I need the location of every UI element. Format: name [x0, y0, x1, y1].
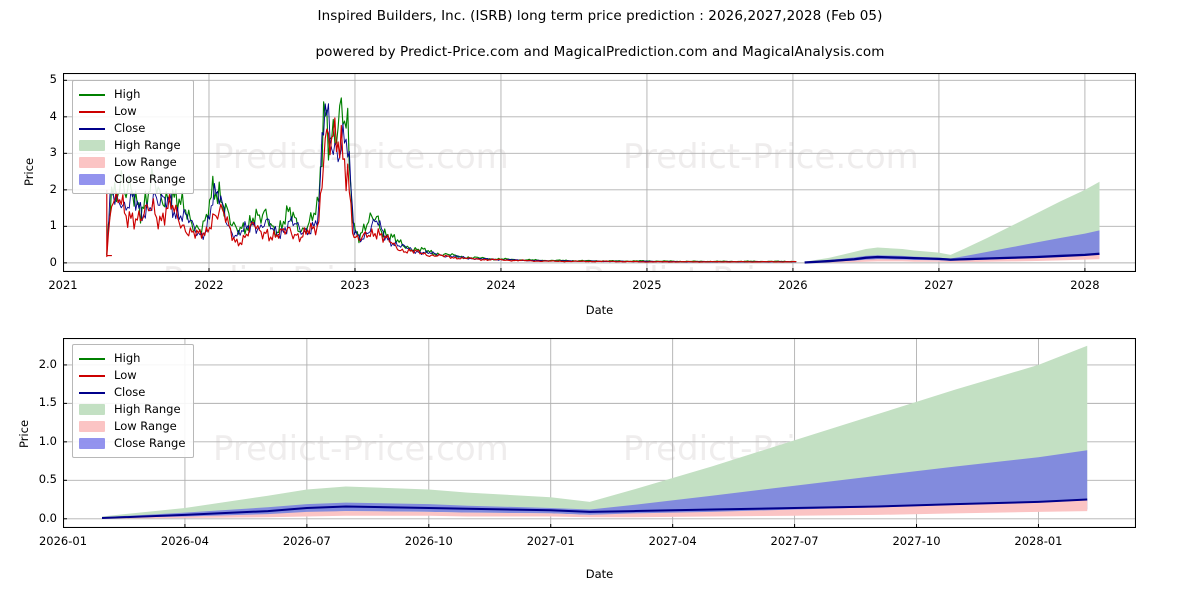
- legend-patch-swatch-icon: [79, 438, 105, 449]
- top-chart-legend: High Low Close High Range Low Range Close Ran…: [72, 80, 195, 194]
- legend-label: High Range: [114, 137, 181, 152]
- x-tick-label: 2028-01: [1014, 534, 1063, 548]
- legend-patch-swatch-icon: [79, 174, 105, 185]
- bottom-legend-item-low: Low: [79, 367, 185, 384]
- high-range-band: [804, 181, 1100, 263]
- top-legend-item-close: Close: [79, 120, 185, 137]
- legend-label: Close: [114, 384, 146, 399]
- y-tick-label: 0.0: [38, 510, 57, 525]
- legend-label: High: [114, 350, 141, 365]
- legend-label: Low: [114, 367, 137, 382]
- x-tick-label: 2028: [1070, 278, 1100, 292]
- top-legend-item-close-range: Close Range: [79, 171, 185, 188]
- legend-label: Low: [114, 103, 137, 118]
- x-tick-label: 2027-04: [648, 534, 697, 548]
- plot-frame: [63, 73, 1136, 272]
- high-range-band: [102, 345, 1088, 519]
- x-tick-label: 2024: [486, 278, 516, 292]
- y-tick-label: 0.5: [38, 472, 57, 487]
- y-tick-label: 2: [49, 181, 57, 196]
- watermark-text: Predict-Price.com: [163, 260, 459, 272]
- y-tick-label: 2.0: [38, 356, 57, 371]
- x-tick-label: 2026-07: [282, 534, 331, 548]
- y-tick-label: 4: [49, 108, 57, 123]
- x-tick-label: 2026: [778, 278, 808, 292]
- x-tick-label: 2021: [48, 278, 78, 292]
- y-tick-label: 5: [49, 72, 57, 87]
- x-tick-label: 2025: [632, 278, 662, 292]
- x-tick-label: 2027-01: [526, 534, 575, 548]
- legend-label: Low Range: [114, 418, 177, 433]
- watermark-text: Predict-Price.com: [623, 137, 919, 177]
- top-legend-item-low-range: Low Range: [79, 154, 185, 171]
- close-range-band: [804, 230, 1100, 263]
- y-tick-label: 1: [49, 218, 57, 233]
- legend-patch-swatch-icon: [79, 421, 105, 432]
- bottom-legend-item-close-range: Close Range: [79, 435, 185, 452]
- x-tick-label: 2022: [194, 278, 224, 292]
- x-tick-label: 2026-10: [404, 534, 453, 548]
- legend-label: Close: [114, 120, 146, 135]
- watermark-text: Predict-Price.com: [213, 429, 509, 469]
- forecast-close-line: [101, 498, 1088, 519]
- top-legend-item-high-range: High Range: [79, 137, 185, 154]
- history-high-line: [106, 97, 797, 263]
- history-close-line: [106, 103, 797, 263]
- history-low-line: [106, 117, 797, 263]
- x-tick-label: 2023: [340, 278, 370, 292]
- forecast-close-line: [804, 252, 1100, 264]
- y-tick-label: 0: [49, 254, 57, 269]
- figure-title: Inspired Builders, Inc. (ISRB) long term…: [317, 8, 883, 24]
- legend-patch-swatch-icon: [79, 157, 105, 168]
- figure-subtitle: powered by Predict-Price.com and Magical…: [315, 44, 885, 60]
- y-tick-label: 1.5: [38, 395, 57, 410]
- legend-line-swatch-icon: [79, 391, 105, 394]
- legend-line-swatch-icon: [79, 127, 105, 130]
- low-range-band: [804, 254, 1100, 263]
- legend-line-swatch-icon: [79, 357, 105, 360]
- x-tick-label: 2027: [924, 278, 954, 292]
- bottom-legend-item-high: High: [79, 350, 185, 367]
- plot-frame: [63, 338, 1136, 528]
- bottom-x-axis-label: Date: [585, 567, 614, 581]
- legend-label: High Range: [114, 401, 181, 416]
- x-tick-label: 2026-04: [160, 534, 209, 548]
- bottom-chart-legend: High Low Close High Range Low Range Close Ran…: [72, 344, 195, 458]
- legend-label: High: [114, 86, 141, 101]
- bottom-legend-item-high-range: High Range: [79, 401, 185, 418]
- low-range-band: [102, 500, 1088, 519]
- legend-line-swatch-icon: [79, 93, 105, 96]
- legend-line-swatch-icon: [79, 374, 105, 377]
- top-chart-plot: Predict-Price.com Predict-Price.com Predic…: [63, 73, 1136, 272]
- top-chart-panel: Predict-Price.com Predict-Price.com Predic…: [63, 73, 1136, 272]
- top-legend-item-low: Low: [79, 103, 185, 120]
- x-tick-label: 2027-07: [770, 534, 819, 548]
- bottom-legend-item-close: Close: [79, 384, 185, 401]
- legend-label: Close Range: [114, 435, 186, 450]
- legend-patch-swatch-icon: [79, 404, 105, 415]
- legend-label: Low Range: [114, 154, 177, 169]
- top-legend-item-high: High: [79, 86, 185, 103]
- bottom-legend-item-low-range: Low Range: [79, 418, 185, 435]
- x-tick-label: 2027-10: [892, 534, 941, 548]
- x-tick-label: 2026-01: [38, 534, 88, 548]
- y-tick-label: 3: [49, 145, 57, 160]
- legend-label: Close Range: [114, 171, 186, 186]
- close-range-band: [102, 450, 1088, 519]
- top-x-axis-label: Date: [585, 303, 614, 317]
- watermark-text: Predict-Price.com: [213, 137, 509, 177]
- legend-patch-swatch-icon: [79, 140, 105, 151]
- legend-line-swatch-icon: [79, 110, 105, 113]
- y-tick-label: 1.0: [38, 433, 57, 448]
